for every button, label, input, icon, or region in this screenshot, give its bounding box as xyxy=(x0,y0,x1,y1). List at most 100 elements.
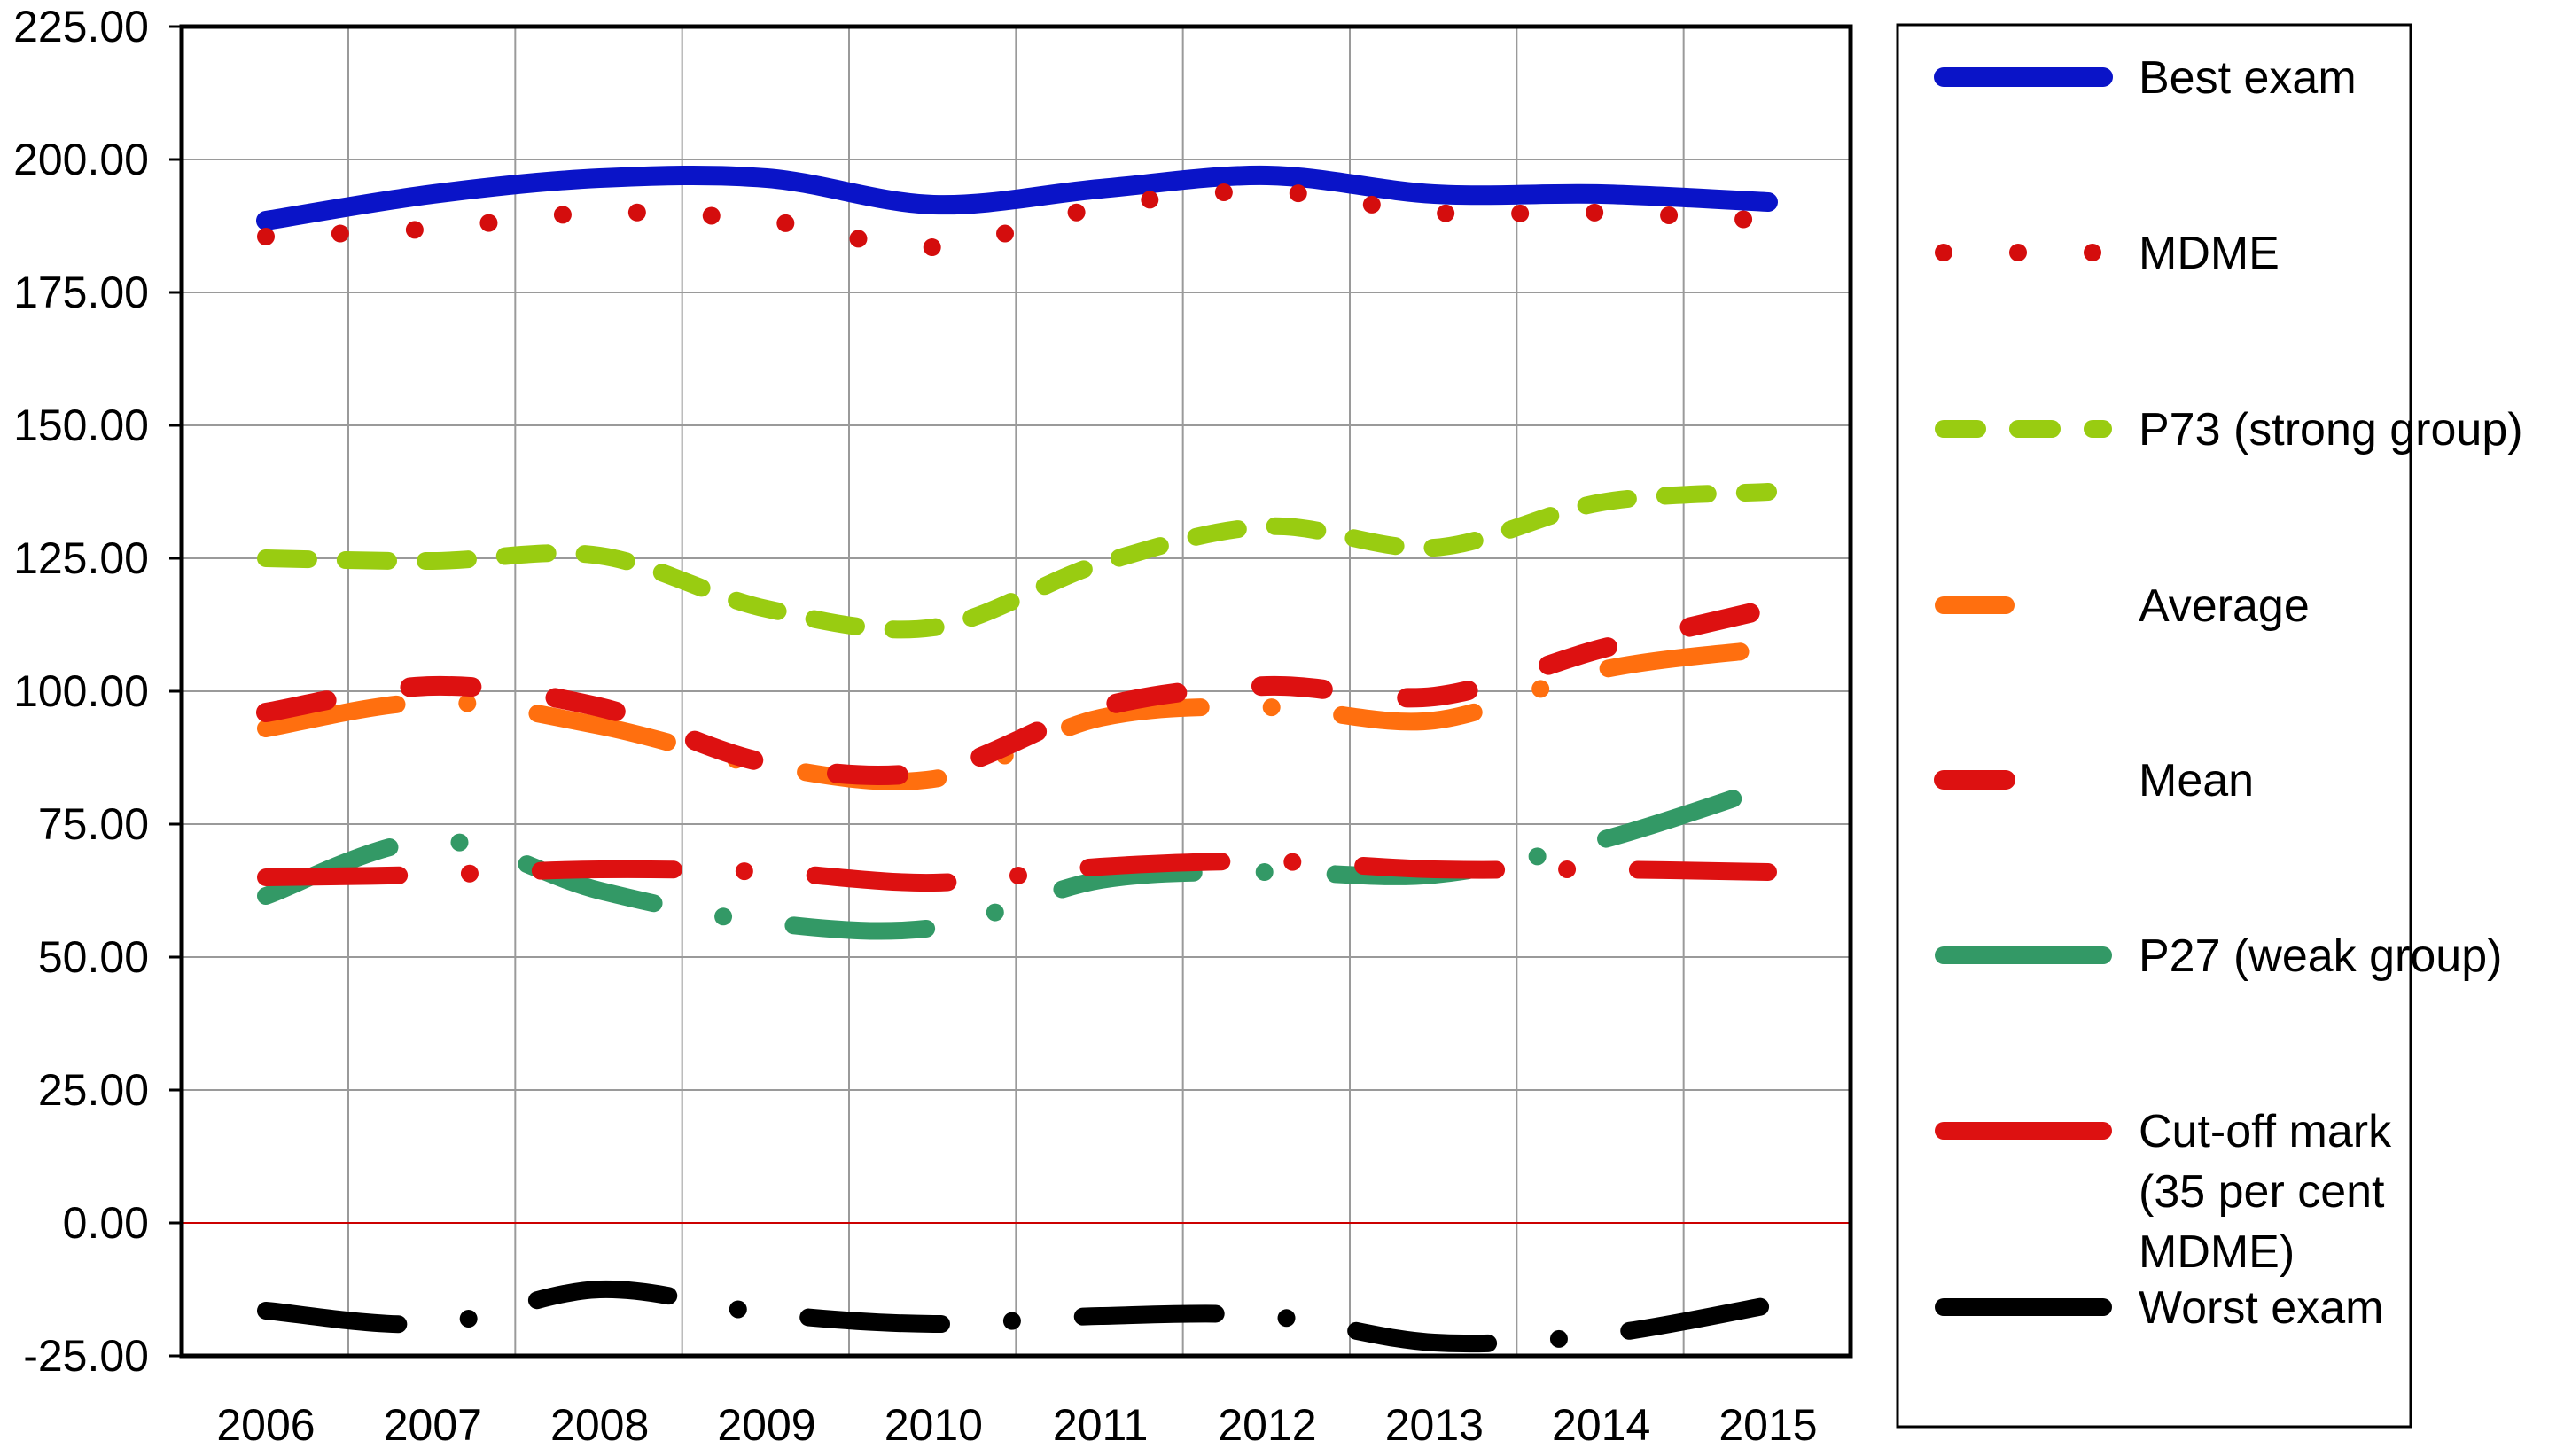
legend-label: P73 (strong group) xyxy=(2139,404,2523,455)
legend-label: Cut-off mark xyxy=(2139,1106,2392,1157)
legend-label: MDME) xyxy=(2139,1226,2295,1278)
legend-label: P27 (weak group) xyxy=(2139,930,2502,982)
data-point xyxy=(266,712,267,713)
series-line-5 xyxy=(256,599,1778,785)
y-tick-label: 150.00 xyxy=(13,401,149,450)
x-tick-label: 2007 xyxy=(384,1400,482,1450)
series-line-8 xyxy=(257,1280,1777,1353)
data-point xyxy=(266,728,267,729)
data-point xyxy=(933,779,934,780)
series-line-7 xyxy=(257,852,1777,892)
data-point xyxy=(1601,502,1602,503)
data-point xyxy=(933,1324,934,1325)
data-point xyxy=(599,726,600,727)
data-point xyxy=(933,928,934,929)
data-point xyxy=(933,247,934,248)
data-point xyxy=(599,891,600,892)
y-axis-ticks: 225.00 200.00 175.00 150.00 125.00 100.00 75.0… xyxy=(13,2,182,1381)
data-point xyxy=(599,869,600,870)
data-point xyxy=(1100,207,1101,208)
data-point xyxy=(933,627,934,628)
y-tick-label: 0.00 xyxy=(63,1198,149,1248)
y-tick-label: 75.00 xyxy=(38,799,149,849)
y-tick-label: 100.00 xyxy=(13,666,149,716)
x-tick-label: 2013 xyxy=(1385,1400,1484,1450)
legend-label: Average xyxy=(2139,580,2310,632)
legend-label: Mean xyxy=(2139,755,2254,806)
data-point xyxy=(933,883,934,884)
x-tick-label: 2012 xyxy=(1218,1400,1316,1450)
data-point xyxy=(1100,867,1101,868)
y-tick-label: 200.00 xyxy=(13,135,149,184)
data-point xyxy=(1267,861,1268,862)
x-tick-label: 2010 xyxy=(885,1400,983,1450)
data-point xyxy=(1601,194,1602,195)
data-point xyxy=(933,771,934,772)
data-point xyxy=(1267,707,1268,708)
x-tick-label: 2009 xyxy=(717,1400,815,1450)
legend-label: MDME xyxy=(2139,228,2280,279)
data-point xyxy=(1267,1316,1268,1317)
data-point xyxy=(1434,194,1435,195)
data-point xyxy=(1601,649,1602,650)
series-line-6 xyxy=(257,778,1777,940)
data-point xyxy=(1434,213,1435,214)
data-point xyxy=(1267,191,1268,192)
data-point xyxy=(1768,202,1769,203)
data-point xyxy=(599,213,600,214)
series-line-2 xyxy=(257,182,1777,257)
y-tick-label: 50.00 xyxy=(38,932,149,982)
data-point xyxy=(599,556,600,557)
data-point xyxy=(1601,213,1602,214)
data-point xyxy=(1601,869,1602,870)
series-line-3 xyxy=(257,483,1777,639)
legend-label: Worst exam xyxy=(2139,1282,2383,1334)
data-point xyxy=(599,178,600,179)
data-point xyxy=(767,609,768,610)
data-point xyxy=(266,558,267,559)
data-point xyxy=(1267,686,1268,687)
data-point xyxy=(266,877,267,878)
data-point xyxy=(266,1311,267,1312)
data-point xyxy=(767,872,768,873)
legend-box xyxy=(1896,23,2412,1429)
data-point xyxy=(1100,1316,1101,1317)
data-point xyxy=(1434,720,1435,721)
x-tick-label: 2006 xyxy=(216,1400,315,1450)
data-point xyxy=(266,221,267,222)
x-tick-label: 2011 xyxy=(1053,1400,1149,1450)
grid xyxy=(182,26,1851,1357)
data-point xyxy=(1434,869,1435,870)
data-point xyxy=(1267,175,1268,176)
data-point xyxy=(1434,548,1435,549)
x-tick-label: 2015 xyxy=(1718,1400,1817,1450)
y-tick-label: 175.00 xyxy=(13,268,149,317)
x-tick-label: 2008 xyxy=(550,1400,649,1450)
legend-label: (35 per cent xyxy=(2139,1166,2385,1218)
data-point xyxy=(767,178,768,179)
data-point xyxy=(767,1313,768,1314)
data-point xyxy=(266,896,267,897)
data-point xyxy=(599,707,600,708)
data-point xyxy=(1267,872,1268,873)
series-layer xyxy=(256,165,1778,1353)
data-point xyxy=(1100,707,1101,708)
data-point xyxy=(1601,840,1602,841)
data-point xyxy=(1100,189,1101,190)
data-point xyxy=(1601,670,1602,671)
x-axis-ticks: 2006 2007 2008 2009 2010 2011 2012 2013 2014 2015 xyxy=(216,1400,1817,1450)
data-point xyxy=(1768,649,1769,650)
series-line-1 xyxy=(256,165,1778,230)
y-tick-label: -25.00 xyxy=(23,1331,149,1381)
data-point xyxy=(1768,609,1769,610)
data-point xyxy=(1100,718,1101,719)
x-tick-label: 2014 xyxy=(1552,1400,1650,1450)
y-tick-label: 125.00 xyxy=(13,533,149,583)
data-point xyxy=(767,221,768,222)
y-tick-label: 225.00 xyxy=(13,2,149,51)
data-point xyxy=(767,763,768,764)
data-point xyxy=(1100,880,1101,881)
data-point xyxy=(1768,492,1769,493)
